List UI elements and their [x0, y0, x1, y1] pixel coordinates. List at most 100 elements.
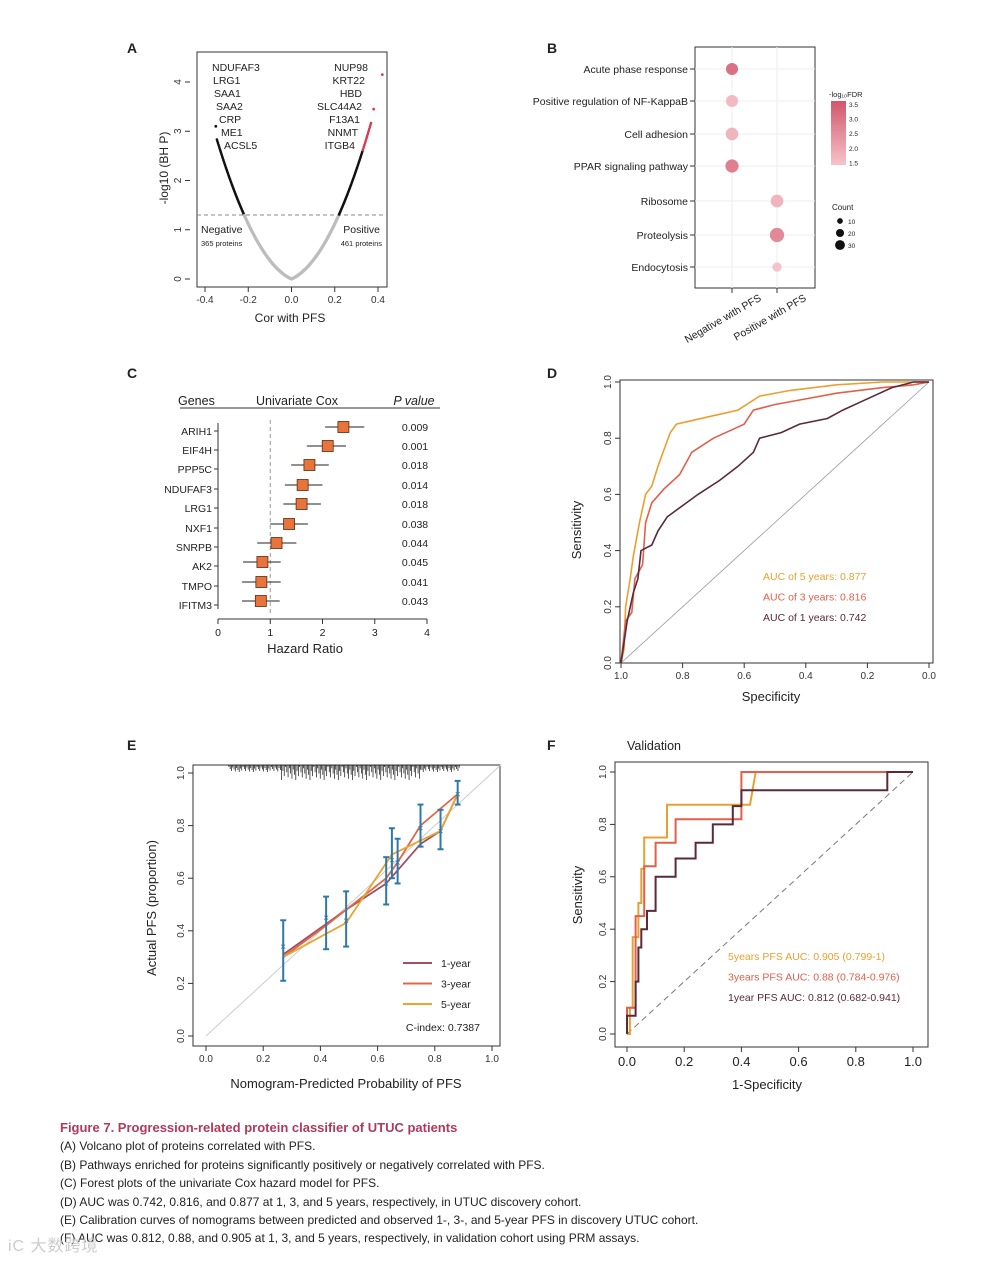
x-tick-label: 0.4 [732, 1054, 750, 1069]
y-tick-label: 0.8 [176, 818, 187, 832]
legend-label: 3-year [441, 979, 471, 991]
x-tick-label: 0.0 [285, 295, 299, 306]
x-tick-label: 0.8 [847, 1054, 865, 1069]
gene-label-negative: CRP [219, 114, 241, 126]
panel-label-e: E [127, 737, 136, 753]
size-legend-dot [837, 218, 843, 224]
x-axis-title: Specificity [742, 689, 801, 704]
roc-curve [620, 381, 930, 664]
roc-curve [626, 771, 913, 1034]
auc-label: 5years PFS AUC: 0.905 (0.799-1) [728, 951, 885, 963]
legend-label: 1-year [441, 958, 471, 970]
y-tick-label: 0.0 [598, 1027, 609, 1041]
calibration-curve [282, 793, 459, 956]
size-legend-label: 10 [848, 219, 856, 226]
plot-frame [619, 379, 934, 664]
x-tick-label: 0.4 [799, 671, 813, 682]
observed-marker: × [438, 826, 444, 837]
x-tick-label: 0.2 [328, 295, 342, 306]
c-index-label: C-index: 0.7387 [406, 1022, 480, 1034]
x-tick-label: 4 [424, 627, 430, 639]
negative-count: 365 proteins [201, 239, 243, 248]
y-tick-label: 0 [173, 276, 184, 282]
protein-point [214, 124, 218, 128]
caption-line-b: (B) Pathways enriched for proteins signi… [60, 1157, 545, 1172]
gene-label-negative: NDUFAF3 [212, 62, 260, 74]
pathway-label: Acute phase response [584, 64, 689, 76]
gene-label: NXF1 [185, 523, 212, 535]
x-tick-label: 0.0 [199, 1054, 213, 1065]
observed-marker: × [395, 858, 401, 869]
observed-marker: × [343, 916, 349, 927]
roc-curve [620, 381, 929, 664]
gene-label: SNRPB [176, 542, 212, 554]
pathway-bubble [725, 94, 739, 108]
diagonal-line [620, 381, 930, 664]
pathway-label: Positive regulation of NF-KappaB [533, 96, 688, 108]
p-value: 0.038 [402, 519, 428, 531]
y-tick-label: 0.0 [176, 1029, 187, 1043]
header-genes: Genes [178, 394, 215, 408]
x-axis-title: Nomogram-Predicted Probability of PFS [230, 1076, 462, 1091]
y-tick-label: 0.6 [603, 487, 614, 501]
y-tick-label: 0.2 [603, 599, 614, 613]
panel-label-f: F [547, 737, 556, 753]
pathway-bubble [725, 62, 739, 76]
panel-label-a: A [127, 40, 137, 56]
x-tick-label: 0.6 [371, 1054, 385, 1065]
pathway-bubble [772, 262, 782, 272]
hr-marker [303, 459, 316, 471]
gene-label-positive: KRT22 [333, 75, 366, 87]
observed-marker: × [323, 913, 329, 924]
gene-label: AK2 [192, 561, 212, 573]
forest-plot: Genes Univariate Cox P value ARIH1 0.009 EIF4… [164, 394, 440, 656]
legend-label: 5-year [441, 999, 471, 1011]
x-tick-label: 3 [372, 627, 378, 639]
roc-validation-plot: Validation 5years PFS AUC: 0.905 (0.799-1… [570, 739, 929, 1092]
y-tick-label: 1.0 [176, 766, 187, 780]
pathway-label: Ribosome [641, 196, 688, 208]
x-tick-label: 1.0 [614, 671, 628, 682]
gene-label: ARIH1 [181, 426, 212, 438]
hr-marker [337, 421, 350, 433]
gene-label: EIF4H [182, 445, 212, 457]
color-legend-tick: 1.5 [849, 160, 858, 167]
auc-label: 1year PFS AUC: 0.812 (0.682-0.941) [728, 992, 900, 1004]
x-tick-label: 2 [320, 627, 326, 639]
y-axis-title: Actual PFS (proportion) [144, 840, 159, 976]
hr-marker [321, 440, 334, 452]
observed-marker: × [455, 790, 461, 801]
header-p-value: P value [393, 394, 434, 408]
color-legend-title: -log₁₀FDR [829, 90, 863, 99]
y-axis-title: Sensitivity [570, 865, 585, 924]
y-tick-label: 0.4 [603, 543, 614, 557]
protein-point [369, 121, 373, 125]
x-tick-label: 0.6 [737, 671, 751, 682]
gene-label: PPP5C [178, 464, 213, 476]
size-legend-label: 30 [848, 243, 856, 250]
x-axis-title: Cor with PFS [255, 311, 326, 325]
hr-marker [296, 479, 309, 491]
plot-frame [694, 46, 816, 289]
y-tick-label: 0.2 [598, 974, 609, 988]
observed-marker: × [418, 824, 424, 835]
figure-caption: Figure 7. Progression-related protein cl… [60, 1119, 698, 1248]
gene-label: IFITM3 [179, 600, 212, 612]
panel-title: Validation [627, 739, 681, 753]
hr-marker [270, 537, 283, 549]
x-tick-label: 0.0 [922, 671, 936, 682]
gene-label-positive: F13A1 [329, 114, 360, 126]
y-tick-label: 1.0 [598, 765, 609, 779]
gene-label: TMPO [182, 581, 212, 593]
caption-line-d: (D) AUC was 0.742, 0.816, and 0.877 at 1… [60, 1194, 582, 1209]
y-tick-label: 1.0 [603, 375, 614, 389]
x-axis-title: Hazard Ratio [267, 641, 343, 656]
gene-label-positive: HBD [340, 88, 363, 100]
x-tick-label: -0.2 [240, 295, 258, 306]
gene-label-positive: SLC44A2 [317, 101, 362, 113]
y-tick-label: 0.8 [598, 817, 609, 831]
header-univariate-cox: Univariate Cox [256, 394, 339, 408]
